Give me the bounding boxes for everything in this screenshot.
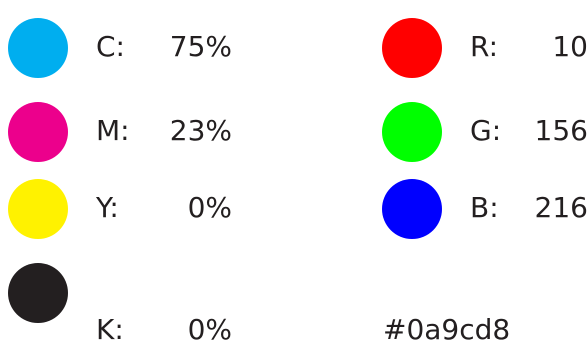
green-swatch (382, 102, 442, 162)
yellow-value: 0% (187, 191, 232, 224)
blue-label: B: (470, 191, 499, 224)
black-label: K: (96, 313, 124, 346)
black-swatch (8, 263, 68, 323)
red-value: 10 (552, 30, 588, 63)
magenta-swatch (8, 102, 68, 162)
red-label: R: (470, 30, 499, 63)
magenta-label: M: (96, 114, 130, 147)
blue-swatch (382, 179, 442, 239)
blue-value: 216 (534, 191, 588, 224)
green-label: G: (470, 114, 502, 147)
cyan-label: C: (96, 30, 125, 63)
hex-code: #0a9cd8 (383, 313, 511, 346)
yellow-label: Y: (96, 191, 119, 224)
green-value: 156 (534, 114, 588, 147)
cyan-swatch (8, 18, 68, 78)
black-value: 0% (187, 313, 232, 346)
yellow-swatch (8, 179, 68, 239)
magenta-value: 23% (169, 114, 232, 147)
red-swatch (382, 18, 442, 78)
cyan-value: 75% (169, 30, 232, 63)
